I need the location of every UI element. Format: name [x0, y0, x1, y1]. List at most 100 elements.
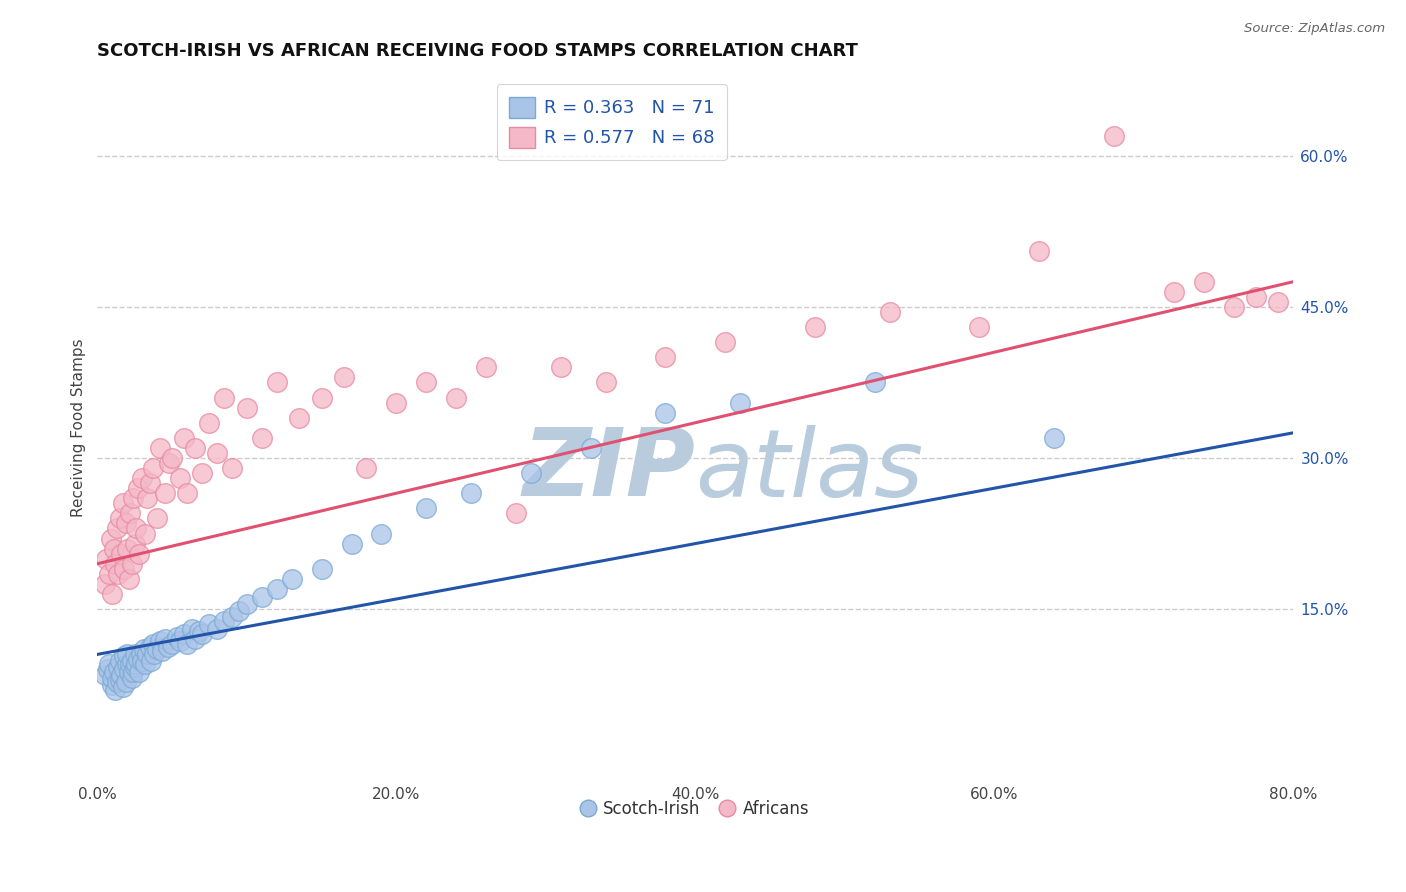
Point [128, 665, 150, 679]
Point [595, 376, 617, 390]
Point [728, 395, 751, 409]
Point [804, 320, 827, 334]
Point [579, 441, 602, 455]
Point [132, 642, 155, 657]
Point [134, 657, 156, 672]
Point [127, 481, 149, 495]
Point [146, 511, 169, 525]
Point [214, 614, 236, 628]
Point [142, 461, 165, 475]
Point [176, 637, 198, 651]
Point [236, 597, 259, 611]
Point [863, 376, 886, 390]
Point [118, 572, 141, 586]
Point [1102, 128, 1125, 143]
Point [110, 547, 132, 561]
Text: Source: ZipAtlas.com: Source: ZipAtlas.com [1244, 22, 1385, 36]
Point [118, 665, 141, 679]
Point [108, 673, 131, 687]
Point [94, 577, 117, 591]
Point [112, 562, 135, 576]
Point [122, 491, 145, 506]
Point [125, 521, 148, 535]
Point [266, 376, 288, 390]
Point [101, 677, 124, 691]
Point [250, 431, 273, 445]
Point [107, 566, 129, 581]
Point [176, 486, 198, 500]
Point [160, 450, 183, 465]
Point [138, 476, 160, 491]
Legend: Scotch-Irish, Africans: Scotch-Irish, Africans [575, 794, 815, 825]
Text: ZIP: ZIP [523, 424, 696, 516]
Point [444, 391, 467, 405]
Point [110, 667, 132, 681]
Point [122, 665, 145, 679]
Point [228, 604, 250, 618]
Point [370, 526, 392, 541]
Point [415, 376, 437, 390]
Point [149, 634, 172, 648]
Point [160, 637, 183, 651]
Point [214, 391, 236, 405]
Point [166, 630, 188, 644]
Point [460, 486, 482, 500]
Point [654, 406, 676, 420]
Point [104, 557, 127, 571]
Point [120, 507, 142, 521]
Point [134, 526, 156, 541]
Point [1244, 290, 1267, 304]
Point [180, 622, 202, 636]
Point [156, 640, 179, 655]
Point [340, 536, 363, 550]
Point [266, 582, 288, 596]
Point [1267, 294, 1289, 309]
Point [1043, 431, 1066, 445]
Point [356, 461, 378, 475]
Point [98, 566, 121, 581]
Point [117, 541, 139, 556]
Point [120, 657, 142, 672]
Point [124, 660, 146, 674]
Point [311, 391, 333, 405]
Point [105, 521, 128, 535]
Point [183, 632, 205, 647]
Point [173, 431, 195, 445]
Point [117, 648, 139, 662]
Point [654, 350, 676, 364]
Point [205, 622, 228, 636]
Point [169, 634, 191, 648]
Point [138, 640, 160, 655]
Point [520, 466, 543, 480]
Point [135, 491, 157, 506]
Point [96, 551, 118, 566]
Point [112, 663, 135, 677]
Point [1222, 300, 1244, 314]
Point [121, 557, 143, 571]
Point [188, 624, 211, 639]
Point [108, 655, 131, 669]
Text: SCOTCH-IRISH VS AFRICAN RECEIVING FOOD STAMPS CORRELATION CHART: SCOTCH-IRISH VS AFRICAN RECEIVING FOOD S… [97, 42, 858, 60]
Point [142, 637, 165, 651]
Point [198, 617, 221, 632]
Point [108, 511, 131, 525]
Point [475, 360, 498, 375]
Point [385, 395, 408, 409]
Point [191, 627, 214, 641]
Point [98, 657, 121, 672]
Point [103, 541, 125, 556]
Point [101, 587, 124, 601]
Point [135, 648, 157, 662]
Point [198, 416, 221, 430]
Point [173, 627, 195, 641]
Point [121, 655, 143, 669]
Point [149, 441, 172, 455]
Point [105, 674, 128, 689]
Point [141, 655, 163, 669]
Point [114, 516, 136, 531]
Point [112, 649, 135, 664]
Point [205, 446, 228, 460]
Point [131, 471, 153, 485]
Point [111, 680, 134, 694]
Point [117, 657, 139, 672]
